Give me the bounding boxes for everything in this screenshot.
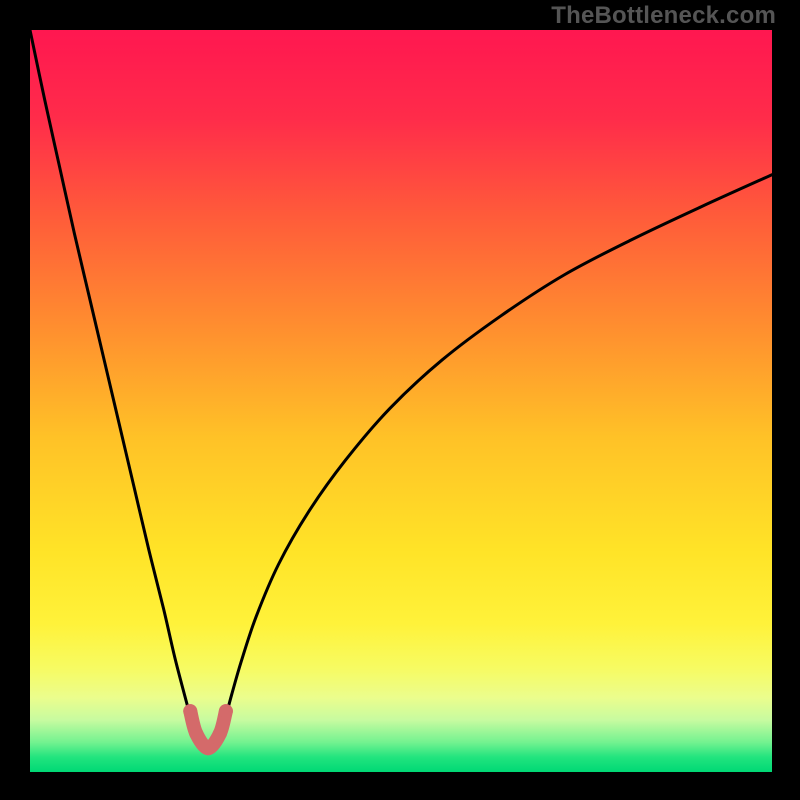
outer-frame: TheBottleneck.com <box>0 0 800 800</box>
optimal-zone-marker-dot <box>213 726 227 740</box>
optimal-zone-marker-dot <box>189 726 203 740</box>
chart-svg <box>30 30 772 772</box>
right-bottleneck-curve <box>226 175 772 717</box>
optimal-zone-marker-dot <box>219 704 233 718</box>
optimal-zone-marker-dot <box>183 704 197 718</box>
optimal-zone-marker-dot <box>201 741 215 755</box>
watermark-text: TheBottleneck.com <box>551 2 776 30</box>
left-bottleneck-curve <box>30 30 190 716</box>
plot-area <box>30 30 772 772</box>
